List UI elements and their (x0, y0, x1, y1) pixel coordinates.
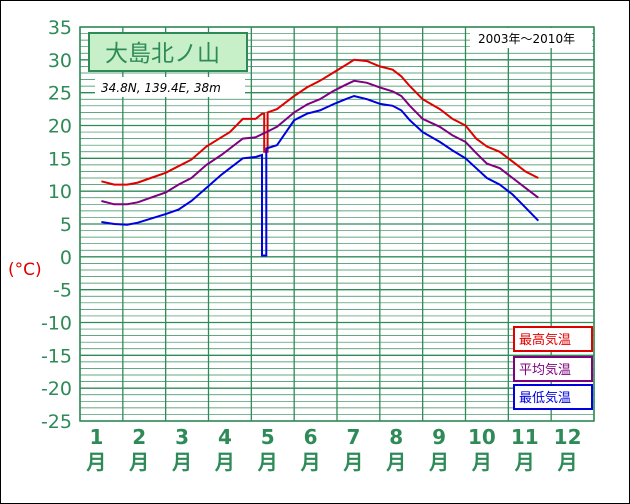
title-box (88, 32, 248, 72)
chart-title: 大島北ノ山 (105, 41, 220, 67)
legend: 最高気温 平均気温 最低気温 (513, 326, 593, 410)
x-tick-label: 8 (389, 425, 403, 449)
y-tick-label: -25 (41, 411, 72, 433)
legend-box-max (513, 326, 593, 352)
x-tick-label: 7 (346, 425, 360, 449)
period-label: 2003年～2010年 (478, 32, 575, 46)
legend-box-min (513, 384, 593, 410)
x-tick-label: 6 (304, 425, 318, 449)
x-tick-label: 12 (554, 425, 582, 449)
y-tick-label: -5 (53, 280, 72, 302)
x-tick-unit: 月 (514, 450, 535, 474)
legend-label-max: 最高気温 (519, 332, 571, 348)
station-coords: 34.8N, 139.4E, 38m (101, 81, 221, 95)
y-tick-label: 10 (48, 181, 72, 203)
x-tick-unit: 月 (257, 450, 278, 474)
y-tick-label: 20 (48, 116, 72, 138)
series-line-min (101, 94, 540, 257)
legend-box-avg (513, 356, 593, 382)
y-tick-label: 0 (60, 247, 72, 269)
x-tick-unit: 月 (385, 450, 406, 474)
x-tick-label: 10 (468, 425, 496, 449)
y-tick-label: 15 (48, 148, 72, 170)
x-tick-unit: 月 (300, 450, 321, 474)
y-tick-label: -10 (41, 313, 72, 335)
x-tick-label: 1 (89, 425, 103, 449)
x-tick-label: 4 (218, 425, 232, 449)
y-tick-label: 35 (48, 17, 72, 39)
x-tick-unit: 月 (128, 450, 149, 474)
x-tick-label: 11 (511, 425, 539, 449)
x-tick-label: 3 (175, 425, 189, 449)
x-tick-unit: 月 (557, 450, 578, 474)
y-tick-label: 30 (48, 50, 72, 72)
y-tick-label: -20 (41, 378, 72, 400)
y-axis-ticks: 35 30 25 20 15 10 5 0 -5 -10 -15 -20 -25 (41, 17, 72, 433)
x-tick-label: 5 (261, 425, 275, 449)
x-tick-unit: 月 (342, 450, 363, 474)
series-line-max (101, 58, 539, 186)
x-tick-unit: 月 (85, 450, 106, 474)
y-tick-label: 5 (60, 214, 72, 236)
x-tick-unit: 月 (471, 450, 492, 474)
legend-label-avg: 平均気温 (519, 362, 571, 378)
x-tick-label: 2 (132, 425, 146, 449)
y-tick-label: 25 (48, 83, 72, 105)
series-line-avg (101, 79, 539, 206)
period-box (470, 28, 592, 48)
y-tick-label: -15 (41, 345, 72, 367)
x-tick-label: 9 (432, 425, 446, 449)
legend-label-min: 最低気温 (519, 390, 571, 406)
x-tick-unit: 月 (214, 450, 235, 474)
x-tick-unit: 月 (428, 450, 449, 474)
x-tick-unit: 月 (171, 450, 192, 474)
unit-label: (°C) (8, 260, 42, 280)
coords-box (95, 77, 245, 97)
series-lines (101, 58, 540, 257)
